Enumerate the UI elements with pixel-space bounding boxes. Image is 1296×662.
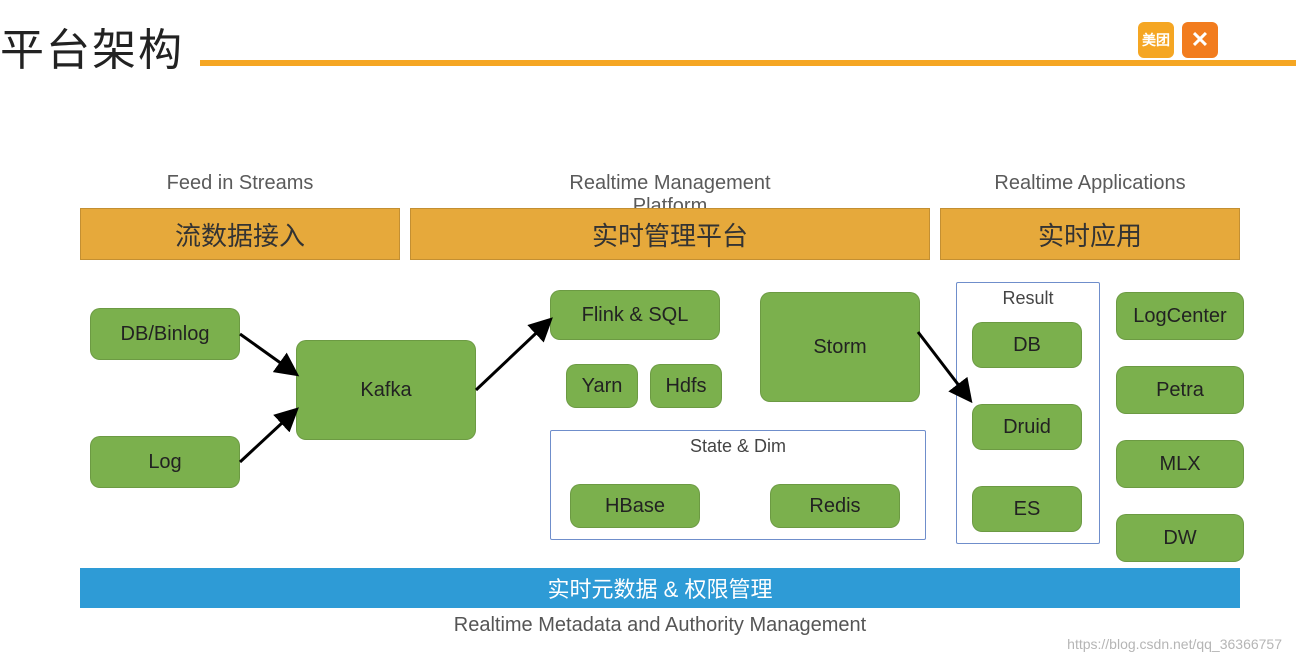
- node-flink-sql: Flink & SQL: [550, 290, 720, 340]
- node-druid: Druid: [972, 404, 1082, 450]
- page-title: 平台架构: [0, 14, 184, 78]
- col-header-feed: 流数据接入: [80, 208, 400, 260]
- col-label-feed: Feed in Streams: [120, 172, 360, 195]
- node-hbase: HBase: [570, 484, 700, 528]
- node-hdfs: Hdfs: [650, 364, 722, 408]
- node-storm: Storm: [760, 292, 920, 402]
- node-redis: Redis: [770, 484, 900, 528]
- node-logcenter: LogCenter: [1116, 292, 1244, 340]
- footer-sub: Realtime Metadata and Authority Manageme…: [80, 614, 1240, 637]
- node-yarn: Yarn: [566, 364, 638, 408]
- node-kafka: Kafka: [296, 340, 476, 440]
- col-label-apps: Realtime Applications: [970, 172, 1210, 195]
- node-dw: DW: [1116, 514, 1244, 562]
- logo-dianping: ✕: [1182, 22, 1218, 58]
- col-header-apps: 实时应用: [940, 208, 1240, 260]
- node-db-binlog: DB/Binlog: [90, 308, 240, 360]
- accent-bar: [200, 60, 1296, 66]
- group-result-label: Result: [956, 288, 1100, 309]
- col-header-platform: 实时管理平台: [410, 208, 930, 260]
- node-es: ES: [972, 486, 1082, 532]
- node-db: DB: [972, 322, 1082, 368]
- footer-bar: 实时元数据 & 权限管理: [80, 568, 1240, 608]
- watermark: https://blog.csdn.net/qq_36366757: [1067, 636, 1282, 652]
- logo-meituan: 美团: [1138, 22, 1174, 58]
- node-log: Log: [90, 436, 240, 488]
- node-petra: Petra: [1116, 366, 1244, 414]
- group-state-dim-label: State & Dim: [550, 436, 926, 457]
- node-mlx: MLX: [1116, 440, 1244, 488]
